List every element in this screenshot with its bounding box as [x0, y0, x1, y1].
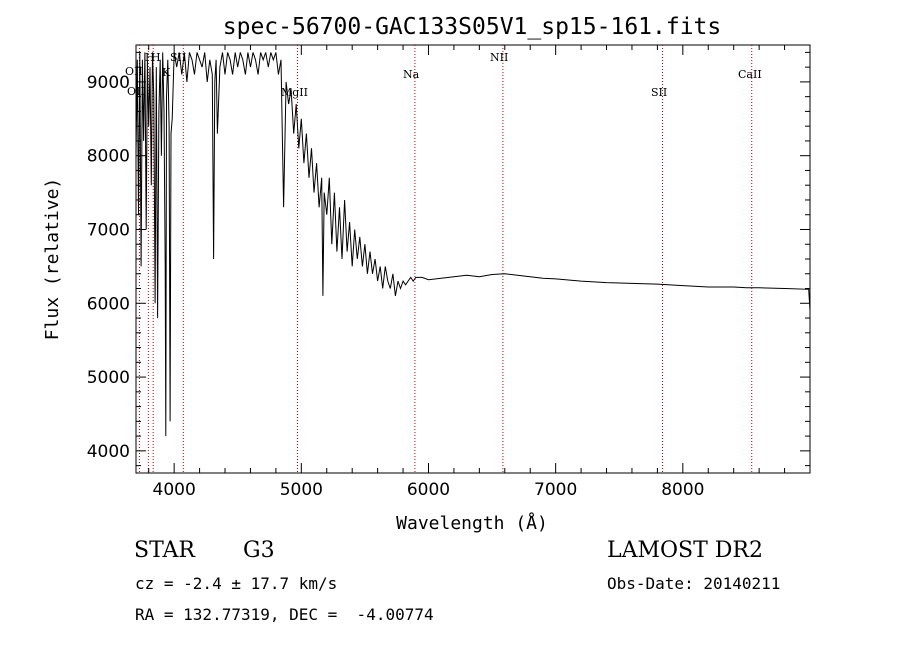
- label-na: Na: [403, 68, 420, 81]
- label-caii: CaII: [738, 68, 762, 81]
- coordinates-text: RA = 132.77319, DEC = -4.00774: [135, 605, 434, 624]
- y-tick-label: 8000: [87, 147, 130, 167]
- label-nii: NII: [490, 51, 508, 64]
- label-mgii: MgII: [281, 86, 308, 99]
- label-oii-top: OII: [125, 65, 143, 78]
- y-tick-label: 5000: [87, 368, 130, 388]
- plot-frame: [135, 44, 811, 474]
- axis-ticks: 4000 5000 6000 7000 8000 4000 5000 6000 7000 8000…: [87, 45, 810, 500]
- plot-area: 4000 5000 6000 7000 8000 4000 5000 6000 7000 8000…: [87, 44, 811, 500]
- label-h-2: H: [151, 51, 161, 64]
- x-tick-label: 6000: [407, 480, 450, 500]
- x-tick-label: 4000: [153, 480, 196, 500]
- label-sii-left: SII: [170, 51, 186, 64]
- chart-title: spec-56700-GAC133S05V1_sp15-161.fits: [223, 14, 722, 40]
- obs-date-text: Obs-Date: 20140211: [607, 574, 781, 593]
- object-class: STAR: [134, 538, 195, 563]
- label-h: H: [145, 51, 155, 64]
- y-axis-label: Flux (relative): [42, 178, 63, 341]
- label-sii: SII: [651, 86, 667, 99]
- label-k: K: [162, 66, 171, 79]
- object-subclass: G3: [243, 538, 275, 563]
- label-oii-bottom: OII: [127, 85, 145, 98]
- x-tick-label: 8000: [661, 480, 704, 500]
- emission-lines: [138, 45, 753, 473]
- survey-name: LAMOST DR2: [607, 538, 763, 563]
- x-tick-label: 5000: [280, 480, 323, 500]
- y-tick-label: 7000: [87, 220, 130, 240]
- y-tick-label: 6000: [87, 294, 130, 314]
- y-tick-label: 4000: [87, 442, 130, 462]
- redshift-text: cz = -2.4 ± 17.7 km/s: [135, 574, 338, 593]
- x-tick-label: 7000: [534, 480, 577, 500]
- spectrum-line: [135, 52, 811, 437]
- y-tick-label: 9000: [87, 73, 130, 93]
- x-axis-label: Wavelength (Å): [396, 512, 548, 534]
